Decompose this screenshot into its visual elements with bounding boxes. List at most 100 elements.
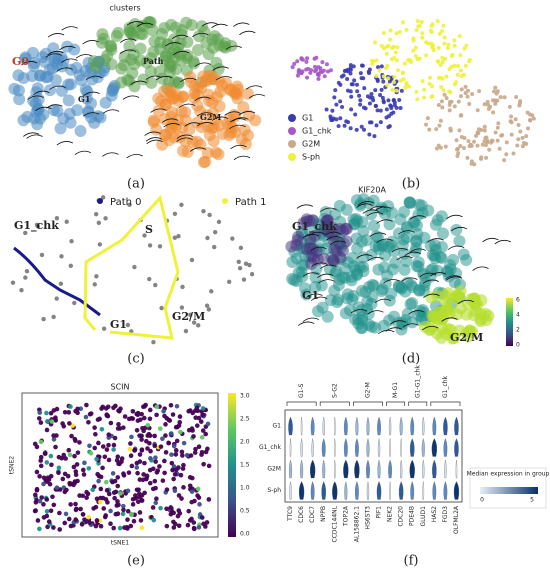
label: G2M: [200, 112, 221, 122]
streamline: [409, 248, 426, 253]
point: [399, 88, 404, 93]
point: [117, 525, 123, 531]
point: [128, 523, 134, 529]
point: [200, 406, 206, 411]
point: [134, 42, 147, 55]
point: [176, 523, 182, 529]
streamline: [369, 205, 386, 211]
point: [188, 312, 193, 317]
gene-label: HS6ST3: [364, 506, 371, 530]
point: [489, 140, 494, 145]
streamline: [61, 58, 78, 63]
point: [194, 105, 207, 118]
point: [475, 307, 488, 320]
point: [369, 91, 374, 96]
point: [37, 526, 42, 532]
streamline: [74, 150, 92, 156]
streamline: [176, 134, 194, 139]
point: [394, 88, 399, 93]
point: [385, 287, 398, 300]
point: [413, 45, 418, 50]
point: [458, 94, 463, 99]
point: [157, 244, 163, 249]
group-bracket: [430, 401, 461, 406]
point: [147, 407, 153, 413]
streamline: [233, 155, 251, 161]
point: [434, 251, 447, 264]
streamline: [447, 245, 465, 250]
point: [115, 475, 121, 480]
streamline: [144, 131, 161, 136]
point: [338, 116, 343, 121]
point: [482, 102, 487, 107]
streamline: [356, 254, 373, 259]
point: [94, 518, 100, 523]
point: [63, 107, 76, 120]
point: [36, 416, 42, 421]
point: [373, 88, 378, 93]
decor: [8, 15, 536, 532]
point: [174, 403, 180, 409]
point: [456, 99, 461, 104]
point: [172, 488, 178, 494]
point: [199, 449, 205, 455]
violin: [443, 481, 448, 500]
caption: (b): [402, 177, 420, 192]
point: [330, 108, 335, 113]
point: [318, 69, 323, 74]
point: [130, 496, 136, 502]
point: [153, 500, 159, 506]
point: [62, 409, 68, 415]
point: [229, 110, 242, 123]
point: [370, 61, 375, 66]
point: [386, 114, 391, 119]
point: [374, 123, 379, 128]
point: [500, 133, 505, 138]
point: [122, 525, 127, 530]
streamline: [296, 204, 313, 209]
point: [436, 45, 441, 50]
point: [420, 35, 425, 40]
point: [454, 80, 459, 85]
streamline: [450, 226, 468, 232]
point: [204, 520, 210, 525]
point: [131, 518, 137, 524]
point: [168, 505, 174, 510]
point: [99, 96, 112, 109]
violin: [443, 438, 448, 457]
point: [197, 70, 210, 83]
violin: [409, 438, 415, 457]
point: [73, 501, 78, 507]
point: [227, 279, 232, 284]
point: [90, 487, 96, 493]
point: [82, 517, 87, 522]
point: [447, 253, 460, 266]
point: [180, 466, 186, 471]
point: [93, 211, 99, 217]
point: [349, 107, 354, 112]
point: [367, 101, 372, 106]
point: [94, 111, 107, 124]
point: [48, 453, 54, 459]
point: [62, 78, 75, 91]
point: [474, 133, 479, 138]
point: [237, 265, 243, 271]
point: [50, 494, 55, 500]
point: [381, 100, 386, 105]
point: [103, 406, 109, 411]
point: [438, 118, 443, 123]
point: [105, 43, 118, 56]
gene-label: NPPB: [320, 506, 327, 522]
violin: [399, 416, 403, 436]
streamline: [119, 49, 137, 54]
point: [395, 68, 400, 73]
point: [54, 433, 59, 438]
point: [30, 86, 43, 99]
point: [200, 36, 213, 49]
point: [438, 62, 443, 67]
point: [373, 242, 386, 255]
point: [504, 140, 509, 145]
point: [179, 496, 184, 501]
point: [436, 143, 441, 148]
